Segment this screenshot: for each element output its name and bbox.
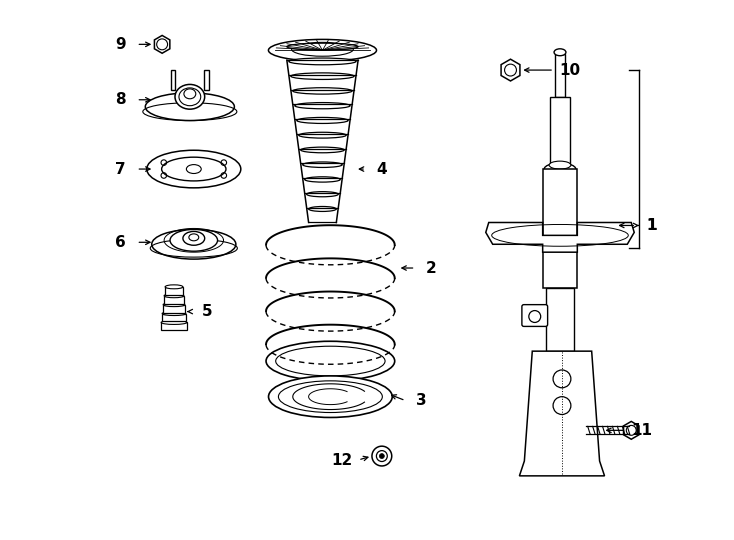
Ellipse shape — [269, 376, 392, 417]
Text: 9: 9 — [115, 37, 126, 52]
Ellipse shape — [161, 320, 187, 325]
Polygon shape — [501, 59, 520, 81]
FancyBboxPatch shape — [204, 70, 209, 90]
Text: 2: 2 — [426, 260, 437, 275]
Ellipse shape — [295, 103, 350, 109]
Polygon shape — [520, 351, 605, 476]
Ellipse shape — [299, 132, 346, 138]
FancyBboxPatch shape — [162, 314, 186, 321]
FancyBboxPatch shape — [555, 54, 565, 97]
Text: 8: 8 — [115, 92, 126, 107]
FancyBboxPatch shape — [165, 287, 183, 295]
Text: 10: 10 — [559, 63, 581, 78]
Text: 1: 1 — [647, 218, 657, 233]
Text: 7: 7 — [115, 161, 126, 177]
Ellipse shape — [147, 150, 241, 188]
Circle shape — [372, 446, 392, 466]
Ellipse shape — [162, 312, 186, 315]
FancyBboxPatch shape — [164, 296, 184, 303]
Ellipse shape — [175, 84, 205, 109]
Ellipse shape — [266, 341, 395, 381]
Ellipse shape — [554, 49, 566, 56]
Ellipse shape — [163, 302, 185, 307]
Ellipse shape — [305, 177, 341, 182]
Ellipse shape — [293, 87, 352, 94]
Ellipse shape — [164, 294, 184, 298]
FancyBboxPatch shape — [170, 70, 175, 90]
Ellipse shape — [179, 88, 200, 106]
Text: 12: 12 — [332, 453, 353, 468]
Text: 4: 4 — [377, 161, 387, 177]
Polygon shape — [154, 36, 170, 53]
FancyBboxPatch shape — [161, 322, 187, 330]
Polygon shape — [486, 222, 634, 252]
Text: 1: 1 — [647, 218, 657, 233]
Ellipse shape — [549, 161, 571, 169]
FancyBboxPatch shape — [545, 288, 574, 351]
Text: 6: 6 — [115, 235, 126, 250]
Ellipse shape — [152, 230, 236, 259]
Ellipse shape — [287, 43, 358, 50]
Ellipse shape — [145, 93, 234, 120]
Ellipse shape — [170, 230, 217, 251]
Ellipse shape — [291, 42, 353, 56]
Ellipse shape — [307, 192, 338, 197]
Ellipse shape — [291, 73, 354, 79]
Polygon shape — [624, 421, 639, 439]
Ellipse shape — [288, 58, 356, 65]
Ellipse shape — [269, 39, 377, 61]
FancyBboxPatch shape — [542, 169, 578, 288]
Ellipse shape — [161, 157, 226, 181]
FancyBboxPatch shape — [163, 305, 185, 313]
FancyBboxPatch shape — [550, 97, 570, 169]
Text: 3: 3 — [416, 393, 426, 408]
Ellipse shape — [308, 206, 336, 212]
Ellipse shape — [544, 163, 576, 175]
Ellipse shape — [165, 285, 183, 289]
Ellipse shape — [183, 232, 205, 245]
Ellipse shape — [301, 147, 344, 153]
Ellipse shape — [297, 117, 348, 124]
Circle shape — [379, 454, 385, 458]
Ellipse shape — [302, 162, 342, 167]
Text: 5: 5 — [201, 304, 212, 319]
FancyBboxPatch shape — [522, 305, 548, 326]
Text: 11: 11 — [632, 423, 653, 438]
